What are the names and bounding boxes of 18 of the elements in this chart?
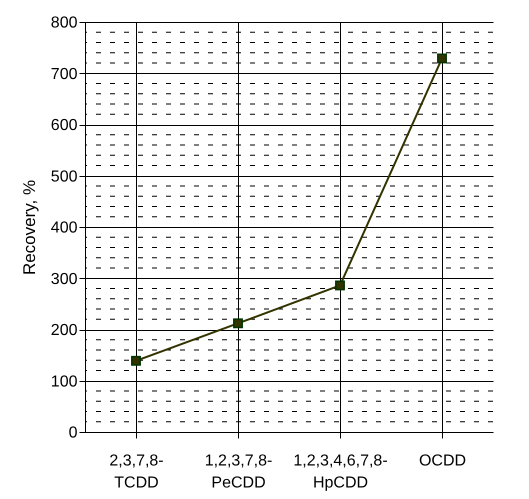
x-tick-label: 2,3,7,8-TCDD <box>109 452 164 492</box>
x-tick-label: OCDD <box>418 452 466 470</box>
y-axis-title: Recovery, % <box>20 180 39 276</box>
y-tick-label: 700 <box>50 66 78 83</box>
y-tick-label: 500 <box>50 168 78 186</box>
y-tick-label: 0 <box>68 424 78 442</box>
y-tick-label: 600 <box>50 117 78 134</box>
y-tick-label: 800 <box>50 14 78 32</box>
point <box>131 356 141 366</box>
y-tick-label: 400 <box>50 220 78 236</box>
x-tick-label: 1,2,3,7,8-PeCDD <box>204 452 272 492</box>
y-tick-label: 300 <box>50 270 78 288</box>
point <box>233 318 243 328</box>
y-tick-label: 100 <box>50 373 78 390</box>
point <box>437 53 447 64</box>
y-tick-label: 200 <box>50 322 78 339</box>
x-tick-label: 1,2,3,4,6,7,8-HpCDD <box>293 452 388 492</box>
point <box>335 280 345 290</box>
